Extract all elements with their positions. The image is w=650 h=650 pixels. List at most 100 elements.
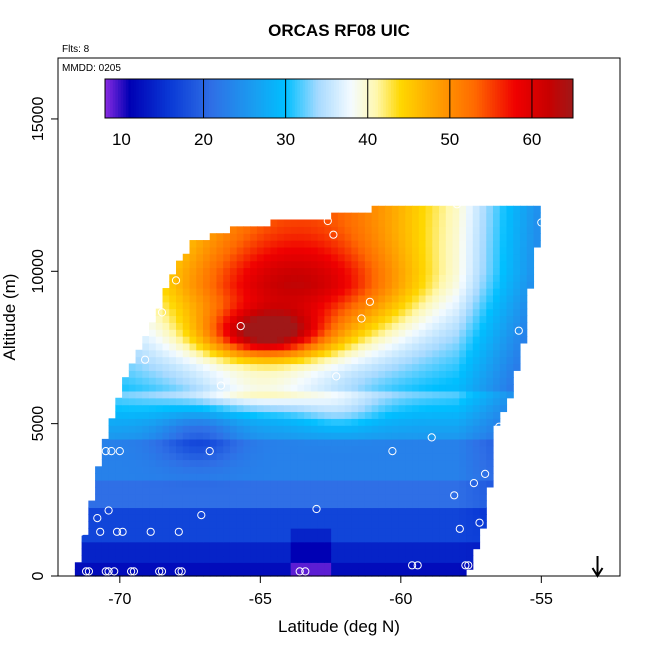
heatmap-cell — [216, 281, 224, 289]
heatmap-cell — [216, 445, 224, 454]
heatmap-cell — [459, 514, 467, 522]
heatmap-cell — [297, 555, 305, 563]
heatmap-cell — [405, 315, 413, 323]
heatmap-cell — [277, 233, 285, 241]
colorbar-swatch — [237, 79, 241, 118]
heatmap-cell — [412, 363, 420, 371]
heatmap-cell — [418, 233, 427, 241]
heatmap-cell — [358, 363, 366, 371]
heatmap-cell — [364, 356, 373, 365]
heatmap-cell — [229, 438, 238, 447]
heatmap-cell — [310, 322, 319, 330]
heatmap-cell — [189, 514, 197, 522]
heatmap-cell — [189, 562, 197, 570]
heatmap-cell — [378, 377, 386, 385]
heatmap-cell — [418, 418, 427, 426]
heatmap-cell — [398, 315, 406, 323]
heatmap-cell — [331, 555, 339, 563]
heatmap-cell — [337, 562, 346, 570]
heatmap-cell — [459, 466, 467, 474]
heatmap-cell — [223, 534, 231, 543]
heatmap-cell — [385, 390, 393, 399]
heatmap-cell — [486, 212, 494, 221]
heatmap-cell — [418, 459, 427, 467]
heatmap-cell — [297, 253, 305, 262]
heatmap-cell — [358, 246, 366, 255]
heatmap-cell — [459, 281, 467, 289]
heatmap-cell — [74, 562, 83, 570]
heatmap-cell — [371, 473, 379, 481]
heatmap-cell — [142, 521, 150, 529]
heatmap-cell — [445, 246, 454, 255]
heatmap-cell — [263, 562, 272, 570]
heatmap-cell — [317, 438, 325, 447]
colorbar-swatch — [268, 79, 272, 118]
heatmap-cell — [405, 288, 413, 296]
heatmap-cell — [344, 212, 352, 221]
observation-point — [157, 308, 167, 317]
heatmap-cell — [203, 569, 211, 577]
heatmap-cell — [452, 288, 460, 296]
heatmap-cell — [466, 411, 474, 419]
heatmap-cell — [486, 281, 494, 289]
heatmap-cell — [459, 267, 467, 275]
colorbar-swatch — [375, 79, 379, 118]
colorbar-swatch — [554, 79, 558, 118]
heatmap-cell — [216, 342, 224, 351]
heatmap-cell — [331, 397, 339, 406]
heatmap-cell — [492, 336, 501, 344]
heatmap-cell — [263, 329, 272, 337]
heatmap-cell — [250, 486, 258, 495]
heatmap-cell — [128, 459, 137, 467]
heatmap-cell — [203, 370, 211, 378]
heatmap-cell — [243, 274, 251, 282]
heatmap-cell — [358, 507, 366, 515]
heatmap-cell — [317, 377, 325, 385]
heatmap-cell — [358, 404, 366, 413]
heatmap-cell — [472, 377, 481, 385]
heatmap-cell — [216, 274, 224, 282]
heatmap-cell — [425, 541, 433, 550]
heatmap-cell — [263, 466, 272, 474]
heatmap-cell — [492, 315, 501, 323]
heatmap-cell — [155, 562, 164, 570]
heatmap-cell — [317, 548, 325, 557]
colorbar-swatch — [515, 79, 519, 118]
heatmap-cell — [337, 500, 346, 509]
heatmap-cell — [216, 562, 224, 570]
heatmap-cell — [378, 288, 386, 296]
heatmap-cell — [466, 473, 474, 481]
heatmap-cell — [277, 390, 285, 399]
heatmap-cell — [176, 411, 184, 419]
heatmap-cell — [391, 466, 400, 474]
heatmap-cell — [412, 390, 420, 399]
heatmap-cell — [391, 411, 400, 419]
heatmap-cell — [479, 267, 487, 275]
heatmap-cell — [405, 246, 413, 255]
heatmap-cell — [189, 528, 197, 536]
heatmap-cell — [169, 452, 177, 461]
heatmap-cell — [492, 418, 501, 426]
heatmap-cell — [364, 486, 373, 495]
heatmap-cell — [425, 212, 433, 221]
heatmap-cell — [398, 452, 406, 461]
heatmap-cell — [337, 281, 346, 289]
flights-annotation: Flts: 8 — [62, 44, 90, 55]
heatmap-cell — [324, 246, 332, 255]
heatmap-cell — [486, 226, 494, 234]
heatmap-cell — [81, 562, 89, 570]
heatmap-cell — [256, 480, 265, 488]
heatmap-cell — [263, 500, 272, 509]
heatmap-cell — [506, 205, 514, 214]
heatmap-cell — [297, 246, 305, 255]
heatmap-cell — [459, 452, 467, 461]
heatmap-cell — [432, 349, 440, 358]
heatmap-cell — [459, 480, 467, 488]
heatmap-cell — [297, 288, 305, 296]
heatmap-cell — [526, 274, 535, 282]
heatmap-cell — [344, 562, 352, 570]
heatmap-cell — [304, 370, 312, 378]
heatmap-cell — [209, 260, 218, 269]
heatmap-cell — [115, 548, 123, 557]
heatmap-cell — [358, 480, 366, 488]
